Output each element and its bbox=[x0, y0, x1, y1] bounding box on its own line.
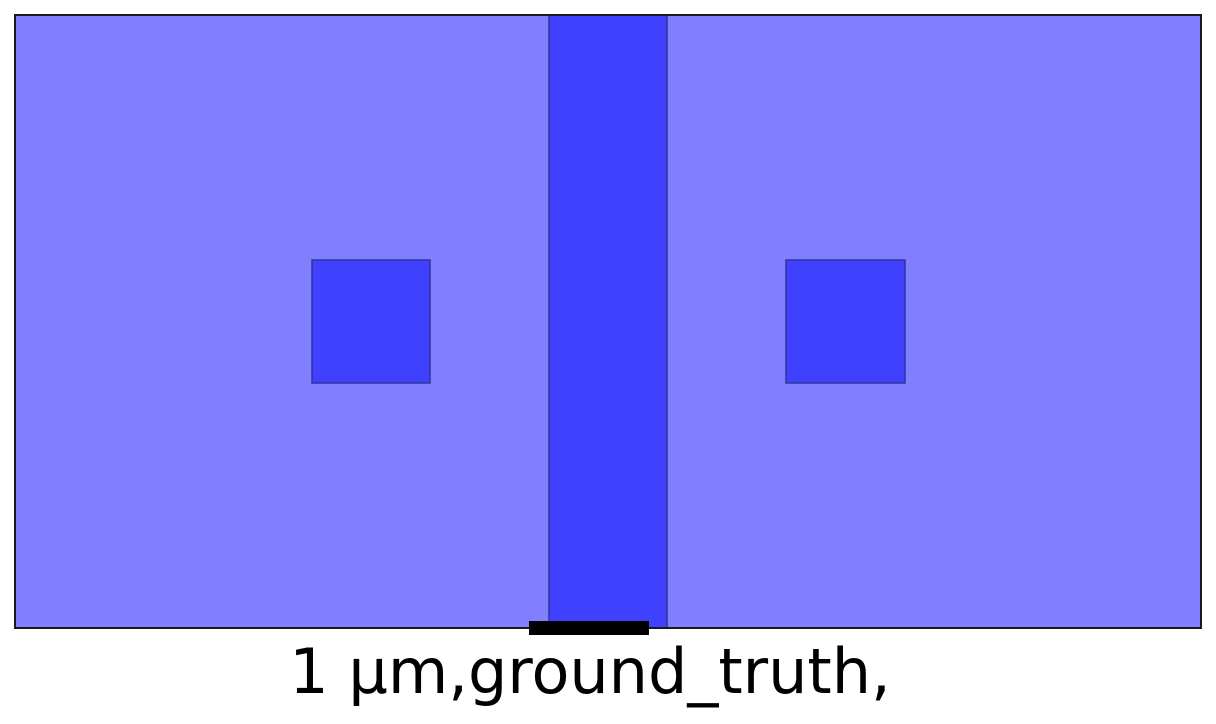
right-square-feature bbox=[785, 259, 906, 384]
figure-caption: 1 µm,ground_truth, bbox=[289, 635, 891, 708]
scale-bar bbox=[529, 621, 649, 635]
left-square-feature bbox=[311, 259, 431, 384]
center-vertical-strip bbox=[548, 14, 668, 629]
